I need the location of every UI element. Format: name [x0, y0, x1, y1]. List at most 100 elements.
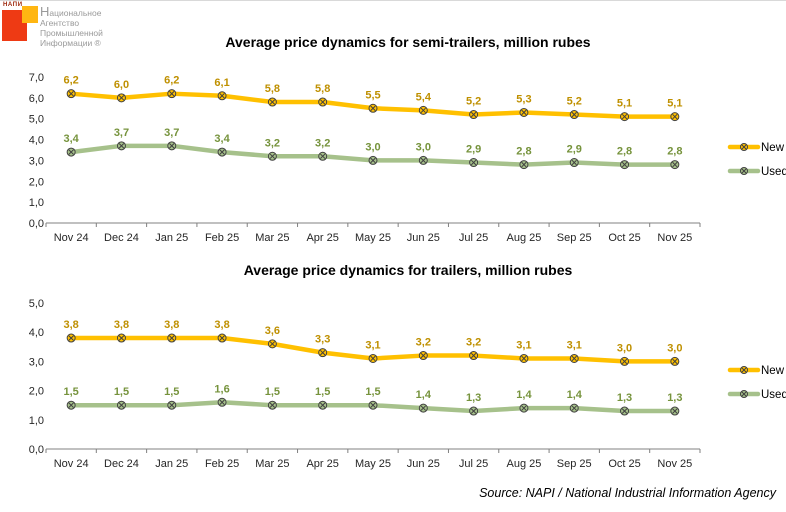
marker-circle-x-icon — [368, 400, 378, 410]
marker-circle-x-icon — [620, 406, 630, 416]
trailers-chart-title: Average price dynamics for trailers, mil… — [243, 262, 573, 278]
data-label: 1,4 — [567, 389, 583, 401]
category-label: May 25 — [355, 458, 391, 470]
x-axis-category-labels: Nov 24 Dec 24 Jan 25 Feb 25 Mar 25 Apr 25 May … — [54, 458, 693, 470]
data-label: 3,6 — [265, 325, 280, 337]
data-label: 5,4 — [416, 91, 432, 103]
category-label: Nov 24 — [54, 458, 89, 470]
marker-circle-x-icon — [670, 112, 680, 122]
series-used: 1,5 1,5 1,5 1,6 1,5 1,5 1,5 1,4 1,3 1,4 1,4 1,3 1,3 — [64, 383, 682, 416]
category-label: Apr 25 — [306, 232, 338, 244]
category-label: Jul 25 — [459, 232, 488, 244]
marker-circle-x-icon — [167, 89, 177, 99]
source-note: Source: NAPI / National Industrial Infor… — [479, 486, 776, 500]
data-label: 1,5 — [265, 386, 280, 398]
y-tick-label: 1,0 — [29, 197, 44, 209]
category-label: Sep 25 — [557, 458, 592, 470]
y-tick-label: 4,0 — [29, 135, 44, 147]
marker-circle-x-icon — [368, 353, 378, 363]
data-label: 5,1 — [667, 98, 682, 110]
marker-circle-x-icon — [116, 93, 126, 103]
legend: New Used — [727, 365, 786, 401]
data-label: 3,1 — [516, 339, 531, 351]
marker-circle-x-icon — [318, 97, 328, 107]
marker-circle-x-icon — [670, 160, 680, 170]
data-label: 3,7 — [114, 127, 129, 139]
data-label: 1,4 — [416, 389, 432, 401]
marker-circle-x-icon — [569, 353, 579, 363]
y-tick-label: 4,0 — [29, 327, 44, 339]
marker-circle-x-icon — [469, 158, 479, 168]
data-label: 5,5 — [365, 89, 380, 101]
category-label: Dec 24 — [104, 458, 139, 470]
marker-circle-x-icon — [519, 107, 529, 117]
category-label: Jan 25 — [155, 458, 188, 470]
data-label: 5,3 — [516, 93, 531, 105]
data-label: 5,1 — [617, 98, 632, 110]
x-axis-category-labels: Nov 24 Dec 24 Jan 25 Feb 25 Mar 25 Apr 25 May … — [54, 232, 693, 244]
data-label: 2,8 — [667, 146, 682, 158]
data-label: 5,2 — [466, 96, 481, 108]
marker-circle-x-icon — [469, 110, 479, 120]
marker-circle-x-icon — [116, 333, 126, 343]
data-label: 3,2 — [315, 137, 330, 149]
semi-trailers-chart-title: Average price dynamics for semi-trailers… — [225, 34, 591, 50]
series-new: 6,2 6,0 6,2 6,1 5,8 5,8 5,5 5,4 5,2 5,3 5,2 5,1 5,1 — [64, 75, 682, 122]
data-label: 2,8 — [617, 146, 632, 158]
logo-monogram-text: НАПИ — [3, 2, 23, 8]
y-tick-label: 5,0 — [29, 298, 44, 310]
semi-trailers-plot: 0,0 1,0 2,0 3,0 4,0 5,0 6,0 7,0 Nov 24 Dec 24 Jan … — [29, 72, 786, 244]
marker-circle-x-icon — [620, 112, 630, 122]
marker-circle-x-icon — [519, 403, 529, 413]
data-label: 5,8 — [315, 83, 330, 95]
marker-circle-x-icon — [469, 351, 479, 361]
y-tick-label: 5,0 — [29, 114, 44, 126]
category-label: Feb 25 — [205, 458, 239, 470]
logo-line-4: Информации ® — [40, 38, 101, 48]
category-label: May 25 — [355, 232, 391, 244]
category-label: Dec 24 — [104, 232, 139, 244]
marker-circle-x-icon — [670, 356, 680, 366]
y-axis-tick-labels: 0,0 1,0 2,0 3,0 4,0 5,0 — [29, 298, 44, 456]
category-label: Mar 25 — [255, 232, 289, 244]
marker-circle-x-icon — [167, 333, 177, 343]
logo-yellow-square-icon — [22, 6, 38, 23]
marker-circle-x-icon — [519, 160, 529, 170]
category-label: Nov 25 — [657, 232, 692, 244]
marker-circle-x-icon — [217, 147, 227, 157]
y-tick-label: 7,0 — [29, 72, 44, 84]
logo-line-2: Агентство — [40, 18, 80, 28]
marker-circle-x-icon — [620, 160, 630, 170]
series-used: 3,4 3,7 3,7 3,4 3,2 3,2 3,0 3,0 2,9 2,8 2,9 2,8 2,8 — [64, 127, 682, 170]
marker-circle-x-icon — [740, 366, 748, 374]
y-tick-label: 1,0 — [29, 415, 44, 427]
marker-circle-x-icon — [569, 403, 579, 413]
marker-circle-x-icon — [670, 406, 680, 416]
data-label: 1,3 — [466, 392, 481, 404]
data-label: 3,0 — [416, 141, 431, 153]
napi-logo: НАПИ Национальное Агентство Промышленной… — [0, 1, 150, 56]
y-tick-label: 0,0 — [29, 218, 44, 230]
marker-circle-x-icon — [267, 400, 277, 410]
legend: New Used — [727, 142, 786, 178]
data-label: 1,3 — [617, 392, 632, 404]
category-label: Apr 25 — [306, 458, 338, 470]
data-label: 1,6 — [214, 383, 229, 395]
y-tick-label: 2,0 — [29, 386, 44, 398]
logo-agency-name: Национальное Агентство Промышленной Инфо… — [40, 4, 103, 48]
data-label: 6,1 — [214, 77, 229, 89]
data-label: 1,5 — [315, 386, 330, 398]
marker-circle-x-icon — [318, 400, 328, 410]
data-label: 3,0 — [617, 342, 632, 354]
data-label: 3,0 — [365, 141, 380, 153]
legend-label: New — [761, 365, 785, 377]
category-label: Nov 24 — [54, 232, 89, 244]
data-label: 1,3 — [667, 392, 682, 404]
marker-circle-x-icon — [740, 143, 748, 151]
marker-circle-x-icon — [66, 147, 76, 157]
y-axis-tick-labels: 0,0 1,0 2,0 3,0 4,0 5,0 6,0 7,0 — [29, 72, 44, 230]
data-label: 3,2 — [265, 137, 280, 149]
marker-circle-x-icon — [167, 141, 177, 151]
category-label: Jan 25 — [155, 232, 188, 244]
